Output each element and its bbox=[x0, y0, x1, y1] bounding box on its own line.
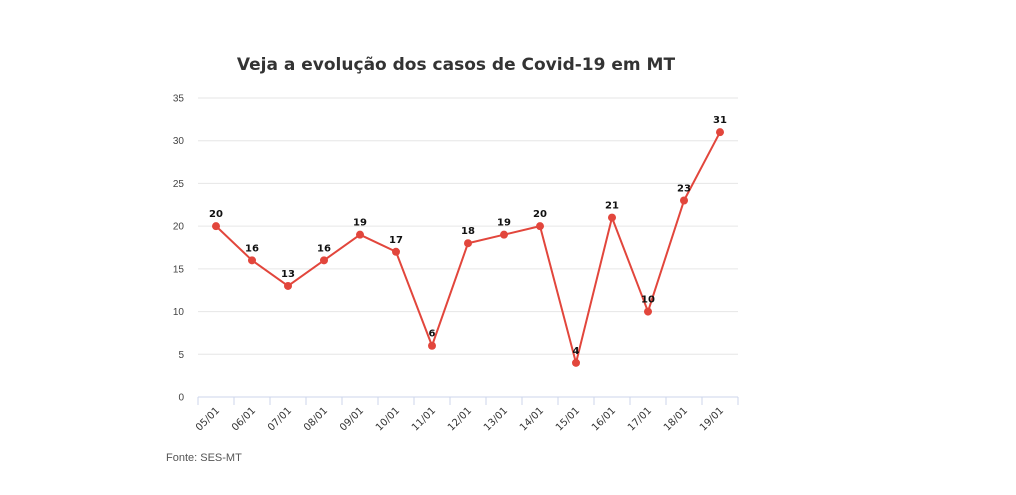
data-label-18/01: 23 bbox=[677, 184, 691, 195]
y-tick-label-15: 15 bbox=[173, 264, 185, 275]
data-point-18/01 bbox=[680, 196, 688, 205]
data-label-12/01: 18 bbox=[461, 226, 475, 237]
chart-title: Veja a evolução dos casos de Covid-19 em… bbox=[237, 55, 676, 75]
x-tick-label-05/01: 05/01 bbox=[194, 405, 222, 433]
data-label-14/01: 20 bbox=[533, 209, 547, 220]
data-point-07/01 bbox=[284, 281, 292, 290]
data-point-19/01 bbox=[716, 128, 724, 137]
data-label-09/01: 19 bbox=[353, 218, 367, 229]
y-tick-label-0: 0 bbox=[178, 393, 184, 404]
data-point-10/01 bbox=[392, 247, 400, 256]
data-label-13/01: 19 bbox=[497, 218, 511, 229]
data-point-17/01 bbox=[644, 307, 652, 316]
data-label-10/01: 17 bbox=[389, 235, 403, 246]
y-tick-label-30: 30 bbox=[173, 136, 185, 147]
series-line bbox=[215, 131, 721, 364]
y-tick-label-5: 5 bbox=[178, 350, 184, 361]
data-point-08/01 bbox=[320, 256, 328, 265]
x-tick-label-10/01: 10/01 bbox=[374, 405, 402, 433]
source-note: Fonte: SES-MT bbox=[166, 452, 242, 464]
x-tick-label-08/01: 08/01 bbox=[302, 405, 330, 433]
x-tick-label-11/01: 11/01 bbox=[410, 405, 438, 433]
x-tick-label-18/01: 18/01 bbox=[662, 405, 690, 433]
x-axis: 05/01 06/01 07/01 08/01 09/01 10/01 11/01 12/01… bbox=[194, 396, 739, 434]
x-tick-label-09/01: 09/01 bbox=[338, 405, 366, 433]
x-tick-label-13/01: 13/01 bbox=[482, 405, 510, 433]
x-tick-label-19/01: 19/01 bbox=[698, 405, 726, 433]
data-point-13/01 bbox=[500, 230, 508, 239]
data-point-09/01 bbox=[356, 230, 364, 239]
data-point-05/01 bbox=[212, 222, 220, 231]
data-point-14/01 bbox=[536, 222, 544, 231]
data-point-11/01 bbox=[428, 341, 436, 350]
x-tick-label-15/01: 15/01 bbox=[554, 405, 582, 433]
y-axis: 0 5 10 15 20 25 30 35 bbox=[173, 94, 185, 404]
data-label-07/01: 13 bbox=[281, 269, 295, 280]
data-label-19/01: 31 bbox=[713, 115, 727, 126]
data-label-11/01: 6 bbox=[429, 329, 436, 340]
data-label-05/01: 20 bbox=[209, 209, 223, 220]
series-cases bbox=[212, 128, 724, 367]
data-label-08/01: 16 bbox=[317, 243, 331, 254]
data-point-16/01 bbox=[608, 213, 616, 222]
data-label-17/01: 10 bbox=[641, 295, 655, 306]
x-tick-label-17/01: 17/01 bbox=[626, 405, 654, 433]
data-label-16/01: 21 bbox=[605, 201, 619, 212]
data-labels: 20 16 13 16 19 17 6 18 19 20 4 21 10 23 31 bbox=[209, 115, 727, 357]
x-tick-label-06/01: 06/01 bbox=[230, 405, 258, 433]
data-point-12/01 bbox=[464, 239, 472, 248]
data-point-15/01 bbox=[572, 358, 580, 367]
y-tick-label-10: 10 bbox=[173, 307, 185, 318]
data-label-15/01: 4 bbox=[573, 346, 580, 357]
data-point-06/01 bbox=[248, 256, 256, 265]
x-tick-label-07/01: 07/01 bbox=[266, 405, 294, 433]
x-tick-label-12/01: 12/01 bbox=[446, 405, 474, 433]
y-tick-label-20: 20 bbox=[173, 222, 185, 233]
y-tick-label-25: 25 bbox=[173, 179, 185, 190]
y-tick-label-35: 35 bbox=[173, 94, 185, 105]
grid-lines bbox=[198, 97, 738, 355]
data-label-06/01: 16 bbox=[245, 243, 259, 254]
x-tick-label-14/01: 14/01 bbox=[518, 405, 546, 433]
x-tick-label-16/01: 16/01 bbox=[590, 405, 618, 433]
